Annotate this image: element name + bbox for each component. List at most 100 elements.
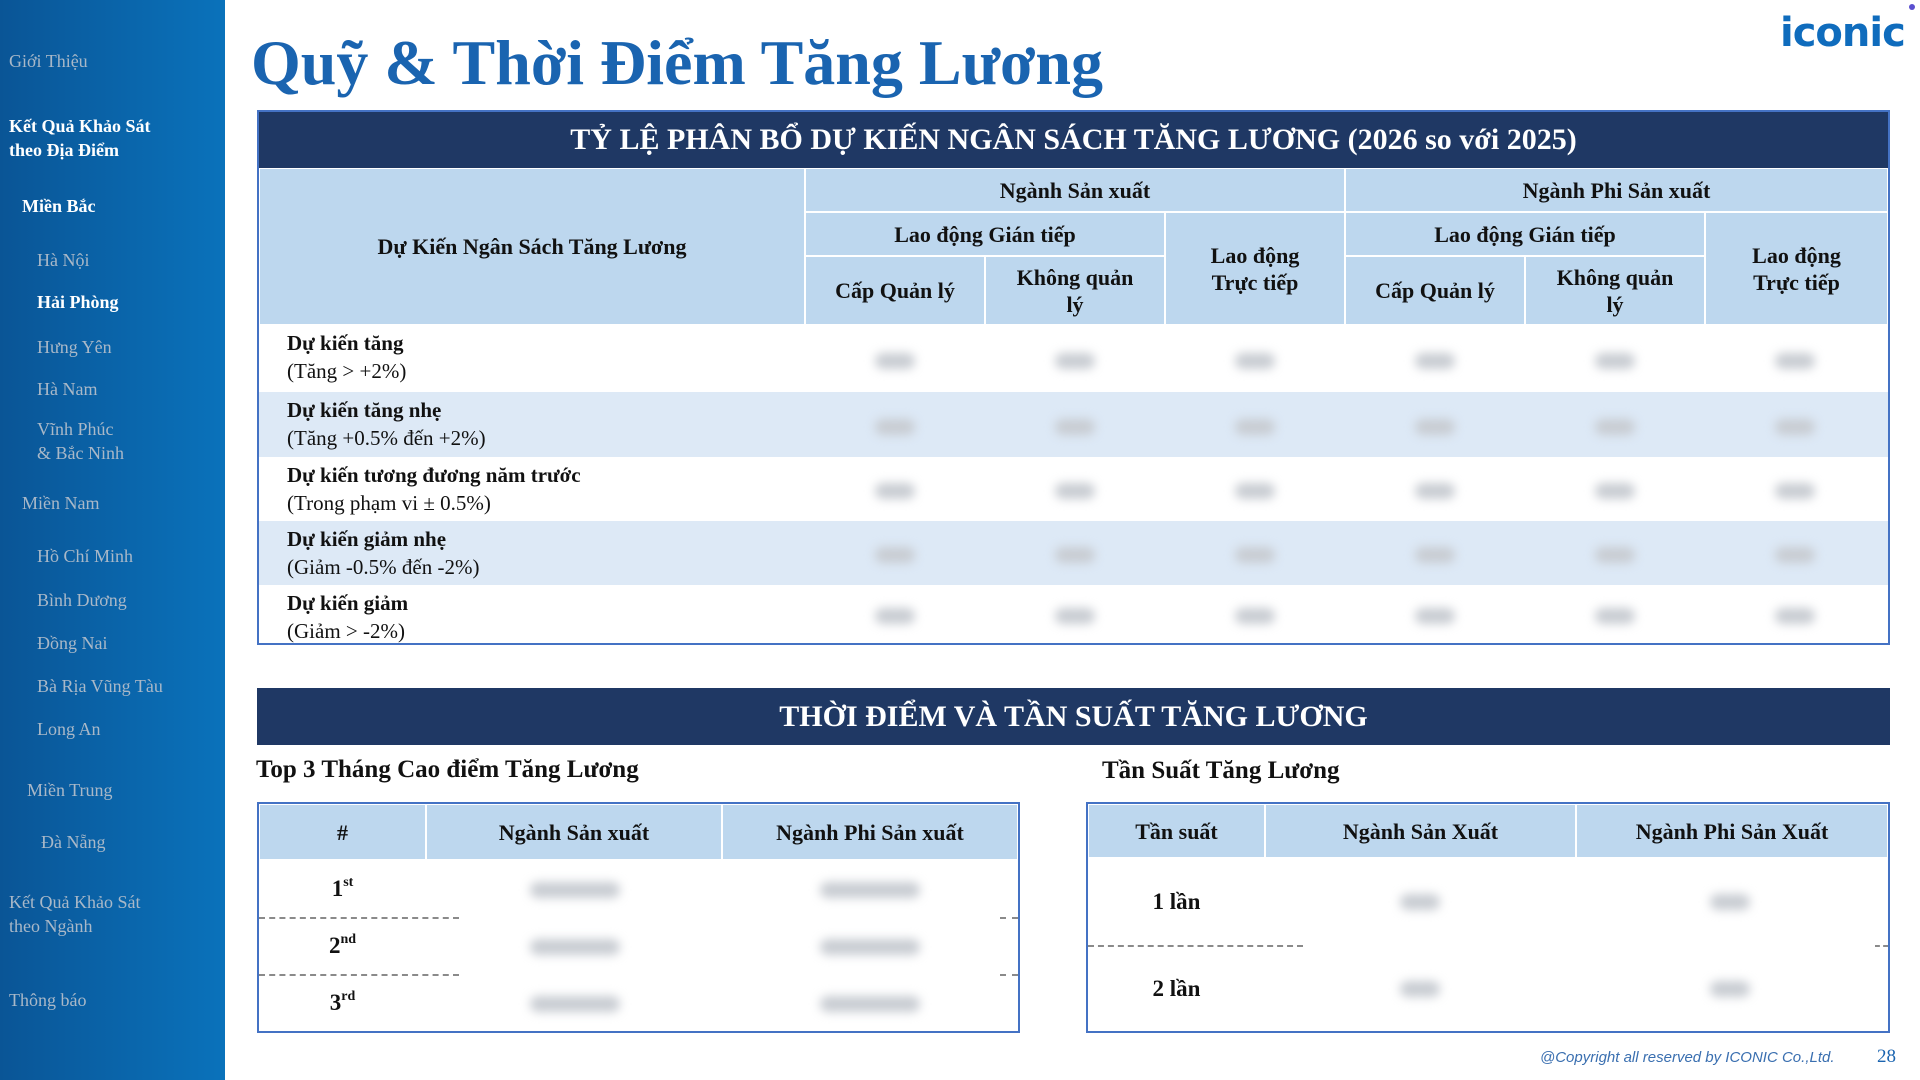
row-range: (Giảm -0.5% đến -2%) [287, 555, 480, 579]
freq-table [1086, 802, 1890, 1033]
mfg-manager: Cấp Quản lý [805, 256, 985, 325]
row-label: Dự kiến giảm nhẹ [287, 527, 447, 551]
freq-header-nonmfg: Ngành Phi Sản Xuất [1576, 804, 1888, 858]
blurred-value [1415, 352, 1455, 369]
copyright: @Copyright all reserved by ICONIC Co.,Lt… [1540, 1049, 1835, 1066]
blurred-value [1775, 352, 1815, 369]
nonmfg-non-manager: Không quản lý [1525, 256, 1705, 325]
nav-hanoi[interactable]: Hà Nội [37, 250, 90, 270]
rank-number: 2 [328, 932, 341, 958]
blurred-value [875, 418, 915, 435]
blurred-value [1055, 608, 1095, 624]
nav-brvt[interactable]: Bà Rịa Vũng Tàu [37, 676, 163, 696]
nav-longan[interactable]: Long An [37, 719, 101, 739]
blurred-value [1775, 418, 1815, 435]
blurred-value [1235, 352, 1275, 369]
row-header: Dự Kiến Ngân Sách Tăng Lương [259, 168, 805, 325]
top3-header-mfg: Ngành Sản xuất [426, 804, 722, 860]
nonmfg-manager: Cấp Quản lý [1345, 256, 1525, 325]
top3-header-rank: # [259, 804, 426, 860]
blurred-value [530, 939, 620, 955]
budget-row-label: Dự kiến giảm (Giảm > -2%) [259, 589, 408, 645]
budget-row-label: Dự kiến tăng (Tăng > +2%) [259, 329, 406, 385]
nav-dongnai[interactable]: Đồng Nai [37, 633, 108, 653]
nav-intro[interactable]: Giới Thiệu [9, 51, 88, 71]
freq-header-mfg: Ngành Sản Xuất [1265, 804, 1576, 858]
rank-suffix: nd [340, 931, 357, 947]
rank-suffix: rd [341, 988, 356, 1004]
budget-table [257, 110, 1890, 645]
budget-banner: TỶ LỆ PHÂN BỔ DỰ KIẾN NGÂN SÁCH TĂNG LƯƠ… [259, 112, 1888, 168]
blurred-value [1710, 894, 1750, 910]
blurred-value [1415, 483, 1455, 499]
row-divider [1088, 945, 1303, 947]
nav-central[interactable]: Miền Trung [27, 780, 113, 800]
blurred-value [1055, 352, 1095, 369]
budget-row-label: Dự kiến giảm nhẹ (Giảm -0.5% đến -2%) [259, 525, 479, 581]
nav-danang[interactable]: Đà Nẵng [41, 832, 106, 852]
row-divider [1000, 917, 1018, 919]
mfg-non-manager: Không quản lý [985, 256, 1165, 325]
nav-hcm[interactable]: Hồ Chí Minh [37, 546, 134, 566]
nav-vinhphuc-bacninh[interactable]: Vĩnh Phúc & Bắc Ninh [37, 419, 124, 463]
nav-hungyen[interactable]: Hưng Yên [37, 337, 112, 357]
blurred-value [1055, 418, 1095, 435]
blurred-value [1400, 981, 1440, 997]
group-nonmfg: Ngành Phi Sản xuất [1345, 168, 1888, 212]
frequency-cell: 2 lần [1152, 975, 1201, 1001]
blurred-value [1595, 418, 1635, 435]
freq-header-frequency: Tần suất [1088, 804, 1265, 858]
nonmfg-indirect: Lao động Gián tiếp [1345, 212, 1705, 256]
mfg-indirect: Lao động Gián tiếp [805, 212, 1165, 256]
nav-south[interactable]: Miền Nam [22, 493, 100, 513]
nav-results-by-location[interactable]: Kết Quả Khảo Sát theo Địa Điểm [9, 116, 151, 160]
blurred-value [820, 996, 920, 1012]
blurred-value [1595, 547, 1635, 563]
blurred-value [1775, 483, 1815, 499]
blurred-value [1235, 608, 1275, 624]
blurred-value [1415, 547, 1455, 563]
row-divider [1875, 945, 1888, 947]
nav-results-by-industry[interactable]: Kết Quả Khảo Sát theo Ngành [9, 892, 141, 936]
nav-binhduong[interactable]: Bình Dương [37, 590, 127, 610]
blurred-value [1595, 352, 1635, 369]
blurred-value [875, 608, 915, 624]
blurred-value [1775, 547, 1815, 563]
top3-title: Top 3 Tháng Cao điểm Tăng Lương [256, 756, 639, 783]
blurred-value [820, 882, 920, 898]
dot-icon [1909, 4, 1915, 10]
row-divider [259, 974, 459, 976]
blurred-value [1055, 547, 1095, 563]
blurred-value [875, 352, 915, 369]
budget-row-label: Dự kiến tăng nhẹ (Tăng +0.5% đến +2%) [259, 396, 486, 452]
row-label: Dự kiến tương đương năm trước [287, 463, 581, 487]
blurred-value [1235, 483, 1275, 499]
row-range: (Tăng > +2%) [287, 359, 407, 383]
blurred-value [1775, 608, 1815, 624]
frequency-cell: 1 lần [1152, 888, 1201, 914]
rank-number: 3 [329, 989, 342, 1015]
row-label: Dự kiến tăng [287, 331, 404, 355]
row-label: Dự kiến giảm [287, 591, 409, 615]
row-divider [259, 917, 459, 919]
nonmfg-direct: Lao động Trực tiếp [1705, 212, 1888, 325]
blurred-value [1595, 483, 1635, 499]
timing-banner: THỜI ĐIỂM VÀ TẦN SUẤT TĂNG LƯƠNG [257, 688, 1890, 745]
nav-hanam[interactable]: Hà Nam [37, 379, 98, 399]
blurred-value [875, 483, 915, 499]
nav-haiphong[interactable]: Hải Phòng [37, 292, 119, 312]
row-range: (Giảm > -2%) [287, 619, 405, 643]
blurred-value [1235, 547, 1275, 563]
blurred-value [820, 939, 920, 955]
nav-north[interactable]: Miền Bắc [22, 196, 96, 216]
page-number: 28 [1877, 1046, 1896, 1067]
blurred-value [1710, 981, 1750, 997]
blurred-value [1400, 894, 1440, 910]
blurred-value [1415, 418, 1455, 435]
blurred-value [1055, 483, 1095, 499]
budget-row-label: Dự kiến tương đương năm trước (Trong phạm… [259, 461, 581, 517]
nav-notices[interactable]: Thông báo [9, 990, 87, 1010]
